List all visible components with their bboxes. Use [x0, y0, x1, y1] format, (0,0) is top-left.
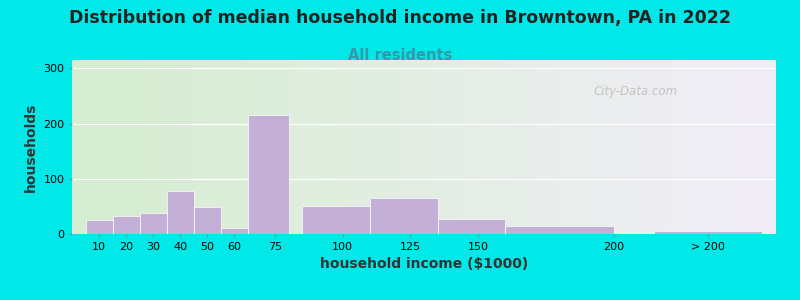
Bar — [506, 226, 614, 234]
Y-axis label: households: households — [24, 102, 38, 192]
Bar — [113, 216, 140, 234]
X-axis label: household income ($1000): household income ($1000) — [320, 257, 528, 271]
Bar — [248, 115, 289, 234]
Bar — [654, 231, 762, 234]
Bar — [194, 208, 221, 234]
Bar — [140, 213, 166, 234]
Bar — [370, 198, 438, 234]
Text: City-Data.com: City-Data.com — [593, 85, 678, 98]
Bar — [86, 220, 113, 234]
Bar — [221, 229, 248, 234]
Bar — [166, 191, 194, 234]
Bar — [302, 206, 370, 234]
Text: Distribution of median household income in Browntown, PA in 2022: Distribution of median household income … — [69, 9, 731, 27]
Bar — [438, 218, 506, 234]
Text: All residents: All residents — [348, 48, 452, 63]
